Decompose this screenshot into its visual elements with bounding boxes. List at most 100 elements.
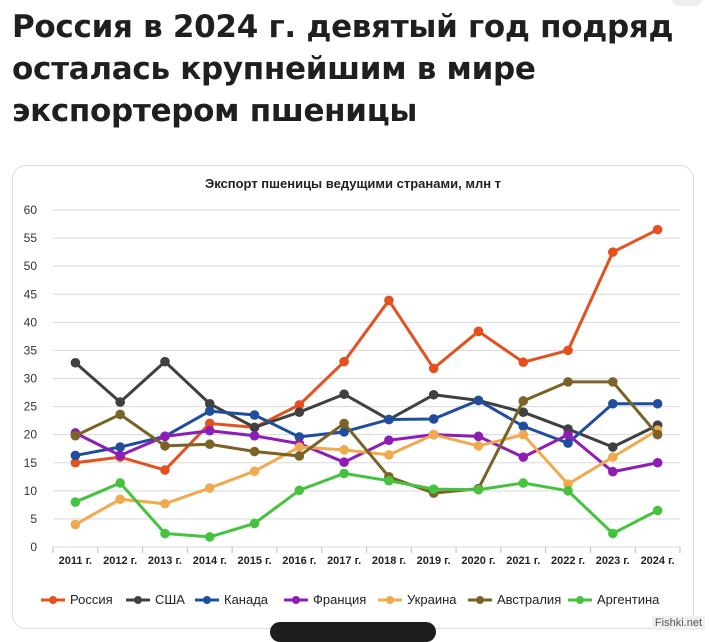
data-point — [428, 429, 439, 440]
series-line — [74, 380, 659, 495]
data-point — [608, 398, 618, 409]
x-tick-label: 2021 г. — [506, 555, 540, 567]
data-point — [249, 446, 260, 457]
data-point — [160, 431, 170, 442]
series-Австралия — [70, 377, 663, 498]
data-point — [384, 475, 394, 486]
x-tick-label: 2016 г. — [282, 555, 316, 567]
data-point — [339, 457, 349, 467]
legend-item: Россия — [41, 592, 113, 607]
legend-item: США — [126, 592, 185, 607]
data-point — [518, 478, 529, 488]
legend-item: Канада — [195, 592, 269, 607]
bottom-overlay-pill — [270, 622, 436, 642]
legend-item: Аргентина — [568, 592, 660, 607]
axis-layer: 0 5 10 15 20 25 30 35 40 45 50 55 60 2011 г. 2012 г. 20… — [24, 203, 681, 567]
data-point — [652, 505, 663, 516]
data-point — [70, 519, 81, 530]
series-line — [75, 228, 659, 472]
x-tick-label: 2012 г. — [103, 555, 137, 567]
legend-marker — [134, 596, 142, 604]
data-point — [339, 445, 349, 455]
x-tick-label: 2011 г. — [59, 555, 92, 567]
data-point — [70, 357, 81, 368]
data-point — [249, 466, 260, 476]
data-point — [204, 532, 215, 542]
data-point — [652, 398, 663, 409]
data-point — [518, 357, 529, 368]
watermark: Fishki.net — [651, 616, 705, 630]
x-tick-label: 2014 г. — [193, 555, 227, 567]
data-point — [204, 406, 215, 416]
legend: Россия США Канада Франция Украина Австралия Ар… — [41, 592, 660, 607]
y-tick-label: 5 — [30, 512, 37, 526]
x-tick-label: 2020 г. — [461, 555, 495, 567]
page-title: Россия в 2024 г. девятый год подряд оста… — [12, 9, 674, 129]
data-point — [160, 465, 170, 475]
legend-label: Канада — [224, 592, 269, 607]
data-point — [473, 326, 484, 337]
legend-marker — [386, 596, 394, 604]
x-tick-label: 2013 г. — [148, 555, 182, 567]
series-line — [74, 471, 659, 539]
chart-title: Экспорт пшеницы ведущими странами, млн т — [205, 176, 501, 191]
y-tick-label: 35 — [24, 343, 38, 357]
data-point — [563, 486, 573, 496]
y-tick-label: 40 — [24, 315, 38, 329]
x-tick-label: 2018 г. — [372, 555, 406, 567]
data-point — [652, 429, 663, 440]
data-point — [384, 295, 394, 306]
data-point — [518, 407, 529, 417]
data-point — [473, 395, 484, 406]
data-point — [473, 441, 484, 451]
data-point — [339, 418, 349, 429]
y-tick-label: 60 — [24, 203, 38, 217]
data-point — [204, 398, 215, 409]
legend-label: США — [155, 592, 185, 607]
data-point — [608, 442, 618, 452]
data-point — [518, 421, 529, 432]
data-point — [652, 457, 663, 468]
y-tick-label: 45 — [24, 287, 38, 301]
legend-marker — [576, 596, 584, 604]
data-point — [608, 377, 618, 387]
y-tick-label: 0 — [30, 540, 37, 554]
x-tick-label: 2024 г. — [641, 555, 675, 567]
data-point — [294, 400, 305, 410]
data-point — [339, 389, 349, 400]
data-point — [608, 452, 618, 462]
series-Канада — [70, 395, 663, 461]
data-point — [563, 377, 573, 387]
data-point — [563, 345, 573, 356]
data-point — [160, 441, 170, 451]
data-point — [384, 435, 394, 446]
data-point — [563, 429, 573, 440]
legend-marker — [203, 596, 211, 604]
series-layer — [70, 224, 663, 542]
legend-marker — [476, 596, 484, 604]
series-line — [75, 398, 658, 457]
data-point — [204, 425, 215, 436]
data-point — [518, 396, 529, 406]
data-point — [339, 356, 349, 367]
series-line — [74, 360, 659, 449]
data-point — [428, 484, 439, 494]
data-point — [384, 450, 394, 460]
data-point — [428, 363, 439, 374]
data-point — [339, 427, 349, 437]
data-point — [204, 439, 215, 450]
data-point — [115, 442, 125, 452]
data-point — [160, 528, 170, 539]
y-tick-label: 10 — [24, 484, 38, 498]
data-point — [652, 224, 663, 235]
data-point — [518, 452, 529, 462]
legend-label: Франция — [313, 592, 366, 607]
legend-item: Франция — [284, 592, 366, 607]
data-point — [249, 410, 260, 420]
data-point — [294, 432, 305, 442]
legend-label: Россия — [70, 592, 113, 607]
legend-item: Украина — [378, 592, 457, 607]
data-point — [249, 422, 260, 433]
data-point — [160, 498, 170, 509]
legend-item: Австралия — [468, 592, 561, 607]
